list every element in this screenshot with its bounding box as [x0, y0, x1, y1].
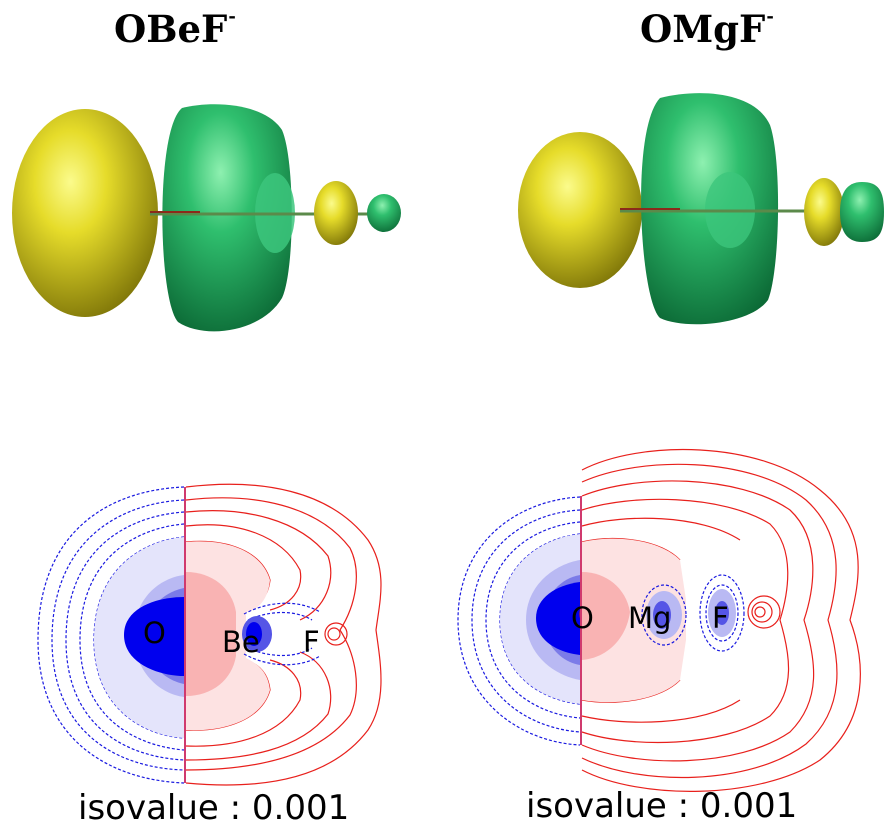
- mg-negative-core: [653, 601, 671, 629]
- lobe-positive-large: [518, 132, 642, 288]
- isovalue-label-omgf: isovalue : 0.001: [526, 786, 798, 826]
- atom-label-be: Be: [222, 625, 260, 659]
- lobe-positive-small: [804, 178, 844, 246]
- molecule-title-omgf: OMgF-: [640, 6, 774, 51]
- molecule-title-obef: OBeF-: [114, 6, 236, 51]
- positive-fill-mid: [186, 572, 236, 696]
- charge-superscript: -: [766, 6, 774, 27]
- molecule-name: OBeF: [114, 7, 228, 51]
- contour-plot-omgf: O Mg F: [457, 448, 861, 792]
- negative-fill-core: [124, 597, 184, 676]
- lobe-positive-small: [314, 181, 358, 245]
- isosurface-omgf: [518, 93, 884, 325]
- atom-label-mg: Mg: [628, 601, 671, 635]
- molecule-name: OMgF: [640, 7, 766, 51]
- atom-label-f: F: [712, 601, 729, 635]
- lobe-positive-large: [12, 109, 158, 317]
- negative-fill-core: [536, 582, 580, 655]
- lobe-negative-small: [367, 194, 401, 232]
- contour-plot-obef: O Be F: [37, 483, 382, 786]
- charge-superscript: -: [228, 6, 236, 27]
- lobe-negative-small: [840, 182, 884, 242]
- lobe-negative-large: [162, 104, 292, 332]
- f-negative-core: [715, 601, 729, 625]
- isosurface-obef: [12, 104, 401, 332]
- positive-fill-mid: [582, 572, 630, 660]
- atom-label-o: O: [143, 616, 166, 650]
- mg-negative-contours: [641, 574, 745, 652]
- be-negative-core: [246, 622, 262, 646]
- atom-label-o: O: [571, 601, 594, 635]
- atom-label-f: F: [303, 625, 320, 659]
- isovalue-label-obef: isovalue : 0.001: [78, 788, 350, 828]
